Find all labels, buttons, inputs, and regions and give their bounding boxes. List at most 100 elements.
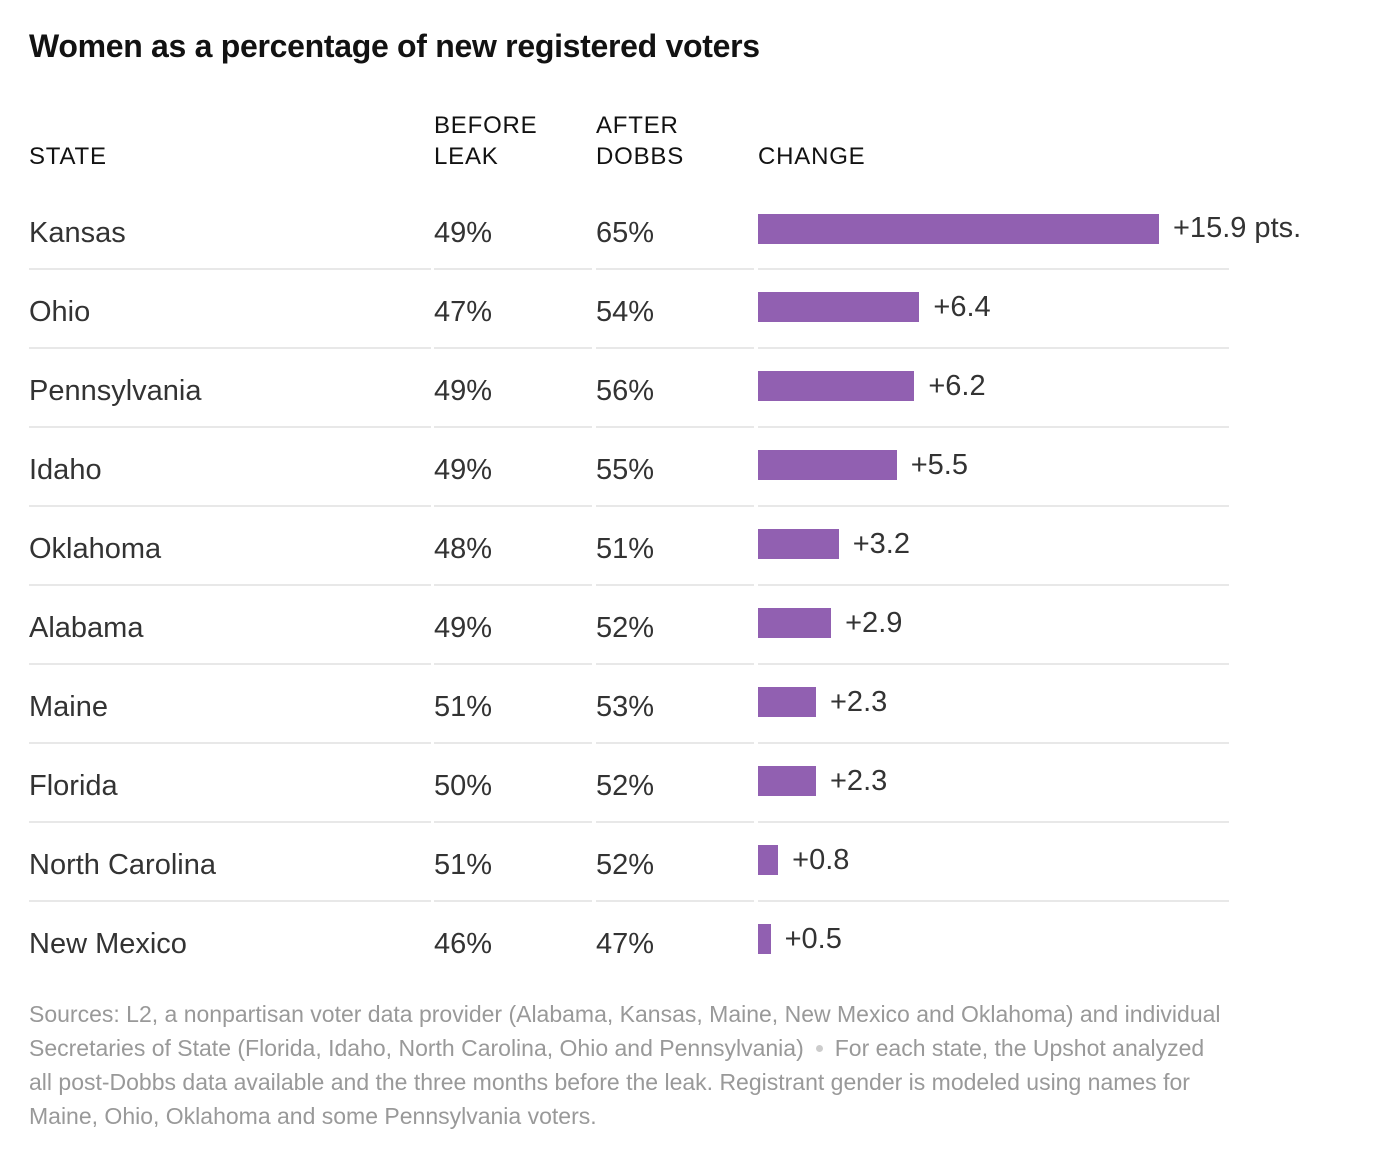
table-row: North Carolina 51% 52% +0.8 (0, 829, 1376, 908)
after-dobbs-value: 53% (596, 691, 655, 723)
row-divider (596, 584, 754, 586)
change-label: +2.3 (830, 765, 888, 797)
row-divider (758, 505, 1229, 507)
table-row: Pennsylvania 49% 56% +6.2 (0, 355, 1376, 434)
row-divider (758, 900, 1229, 902)
column-header-change: CHANGE (758, 141, 865, 172)
before-leak-value: 49% (434, 375, 493, 407)
after-dobbs-value: 47% (596, 928, 655, 960)
row-divider (29, 821, 431, 823)
column-header-state-line: STATE (29, 143, 107, 170)
row-divider (434, 426, 592, 428)
row-divider (596, 347, 754, 349)
after-dobbs-value: 54% (596, 296, 655, 328)
state-name: Pennsylvania (29, 375, 202, 407)
before-leak-value: 46% (434, 928, 493, 960)
column-header-before-leak: BEFORE LEAK (434, 110, 537, 172)
column-header-after-line-1: AFTER (596, 112, 679, 139)
row-divider (29, 742, 431, 744)
column-header-state: STATE (29, 141, 107, 172)
change-bar (758, 529, 839, 559)
column-header-after-line-2: DOBBS (596, 143, 685, 170)
row-divider (758, 268, 1229, 270)
change-bar (758, 214, 1159, 244)
row-divider (434, 742, 592, 744)
table-row: New Mexico 46% 47% +0.5 (0, 908, 1376, 987)
state-name: Kansas (29, 217, 126, 249)
change-label: +5.5 (910, 449, 968, 481)
row-divider (434, 584, 592, 586)
after-dobbs-value: 52% (596, 770, 655, 802)
change-bar (758, 608, 832, 638)
row-divider (596, 663, 754, 665)
row-divider (434, 821, 592, 823)
row-divider (29, 900, 431, 902)
change-bar (758, 845, 779, 875)
row-divider (434, 268, 592, 270)
before-leak-value: 50% (434, 770, 493, 802)
row-divider (434, 900, 592, 902)
before-leak-value: 51% (434, 849, 493, 881)
table-row: Florida 50% 52% +2.3 (0, 750, 1376, 829)
row-divider (596, 268, 754, 270)
row-divider (434, 505, 592, 507)
after-dobbs-value: 56% (596, 375, 655, 407)
row-divider (29, 505, 431, 507)
row-divider (596, 426, 754, 428)
row-divider (29, 347, 431, 349)
state-name: Idaho (29, 454, 102, 486)
after-dobbs-value: 52% (596, 849, 655, 881)
change-bar (758, 450, 897, 480)
row-divider (758, 584, 1229, 586)
state-name: Alabama (29, 612, 144, 644)
column-header-before-line-1: BEFORE (434, 112, 538, 139)
before-leak-value: 49% (434, 217, 493, 249)
row-divider (29, 584, 431, 586)
row-divider (758, 663, 1229, 665)
change-bar (758, 687, 816, 717)
after-dobbs-value: 65% (596, 217, 655, 249)
change-label: +3.2 (852, 528, 910, 560)
state-name: Maine (29, 691, 108, 723)
state-name: Ohio (29, 296, 91, 328)
column-header-after-dobbs: AFTER DOBBS (596, 110, 684, 172)
row-divider (596, 821, 754, 823)
row-divider (758, 347, 1229, 349)
state-name: Oklahoma (29, 533, 162, 565)
change-bar (758, 924, 771, 954)
row-divider (596, 900, 754, 902)
table-row: Kansas 49% 65% +15.9 pts. (0, 197, 1376, 276)
table-row: Ohio 47% 54% +6.4 (0, 276, 1376, 355)
change-label: +2.3 (830, 686, 888, 718)
before-leak-value: 49% (434, 612, 493, 644)
change-bar (758, 292, 920, 322)
after-dobbs-value: 51% (596, 533, 655, 565)
change-label: +6.4 (933, 291, 991, 323)
change-label: +2.9 (845, 607, 903, 639)
row-divider (29, 426, 431, 428)
table-row: Alabama 49% 52% +2.9 (0, 592, 1376, 671)
table-row: Oklahoma 48% 51% +3.2 (0, 513, 1376, 592)
state-name: Florida (29, 770, 118, 802)
row-divider (758, 742, 1229, 744)
row-divider (29, 268, 431, 270)
row-divider (758, 426, 1229, 428)
table-row: Maine 51% 53% +2.3 (0, 671, 1376, 750)
change-bar (758, 371, 915, 401)
change-label: +15.9 pts. (1173, 212, 1302, 244)
row-divider (596, 742, 754, 744)
row-divider (596, 505, 754, 507)
method-text: For each state, the Upshot analyzed all … (29, 1035, 1205, 1129)
source-text: Sources: L2, a nonpartisan voter data pr… (29, 1001, 1221, 1061)
after-dobbs-value: 52% (596, 612, 655, 644)
separator-dot-icon (815, 1044, 823, 1052)
change-label: +6.2 (928, 370, 986, 402)
row-divider (434, 663, 592, 665)
source-note: Sources: L2, a nonpartisan voter data pr… (29, 997, 1229, 1133)
state-name: North Carolina (29, 849, 216, 881)
before-leak-value: 51% (434, 691, 493, 723)
change-label: +0.5 (784, 923, 842, 955)
before-leak-value: 48% (434, 533, 493, 565)
column-header-change-line: CHANGE (758, 143, 866, 170)
change-label: +0.8 (792, 844, 850, 876)
